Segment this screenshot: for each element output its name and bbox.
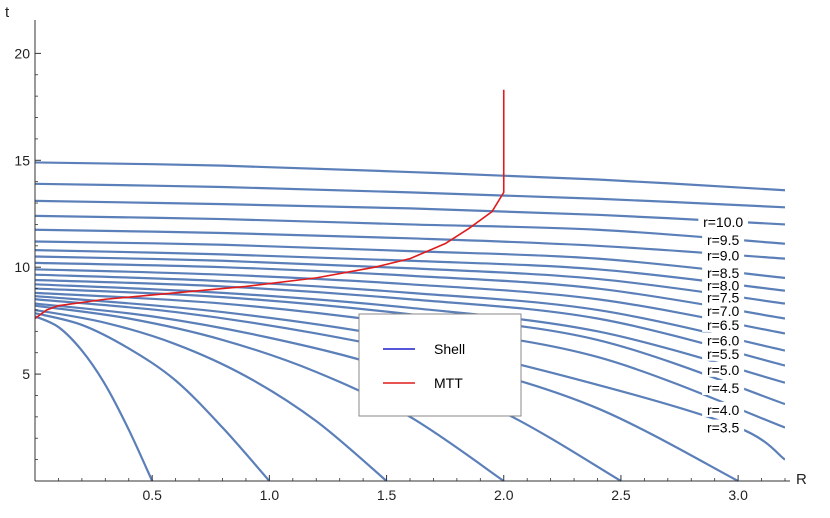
shell-label: r=9.5 bbox=[707, 232, 740, 248]
shell-curve-r-11 bbox=[35, 161, 785, 192]
y-tick-label: 20 bbox=[14, 45, 30, 61]
axes: 0.5 1.0 1.5 2.0 2.5 3.0 5 10 15 20 Rt bbox=[5, 4, 807, 503]
x-tick-label: 1.0 bbox=[260, 487, 280, 503]
shell-curve-r-7 bbox=[35, 261, 785, 320]
shell-curve-r-2-5 bbox=[35, 302, 622, 482]
y-tick-label: 10 bbox=[14, 259, 30, 275]
x-tick-label: 2.5 bbox=[611, 487, 631, 503]
shell-curve-r-10 bbox=[35, 199, 785, 226]
shell-label-bg bbox=[702, 265, 745, 281]
shell-curve-r-8-5 bbox=[35, 240, 785, 279]
shell-label: r=3.5 bbox=[707, 420, 740, 436]
shell-curve-r-6 bbox=[35, 273, 785, 352]
shell-label: r=5.0 bbox=[707, 362, 740, 378]
shell-curve-r-2 bbox=[35, 304, 505, 482]
y-axis-label: t bbox=[5, 4, 10, 21]
shell-label-bg bbox=[702, 419, 745, 435]
shell-curve-r-10-5 bbox=[35, 182, 785, 209]
x-tick-label: 1.5 bbox=[377, 487, 397, 503]
shell-label: r=8.5 bbox=[707, 265, 740, 281]
shell-label: r=7.5 bbox=[707, 289, 740, 305]
shell-label-bg bbox=[702, 289, 745, 305]
shell-label-bg bbox=[702, 277, 745, 293]
shell-label: r=4.0 bbox=[707, 402, 740, 418]
shell-label: r=10.0 bbox=[703, 214, 743, 230]
shell-label: r=7.0 bbox=[707, 303, 740, 319]
y-tick-label: 5 bbox=[22, 366, 30, 382]
shell-label-bg bbox=[702, 361, 745, 377]
legend-box bbox=[358, 313, 522, 417]
shell-label: r=5.5 bbox=[707, 346, 740, 362]
shell-label: r=4.5 bbox=[707, 380, 740, 396]
shell-curve-r-1 bbox=[35, 312, 271, 482]
shell-curve-r-7-5 bbox=[35, 255, 785, 305]
shell-label-bg bbox=[702, 303, 745, 319]
shell-curve-r-5-5 bbox=[35, 278, 785, 367]
shell-curve-r-5 bbox=[35, 283, 785, 384]
shell-label: r=6.5 bbox=[707, 317, 740, 333]
x-tick-label: 0.5 bbox=[142, 487, 162, 503]
shell-curve-r-9-5 bbox=[35, 214, 785, 245]
shell-label-bg bbox=[702, 316, 745, 332]
shell-curve-r-9 bbox=[35, 228, 785, 260]
x-tick-label: 2.0 bbox=[494, 487, 514, 503]
shell-label: r=8.0 bbox=[707, 277, 740, 293]
x-tick-label: 3.0 bbox=[728, 487, 748, 503]
shell-curve-r-6-5 bbox=[35, 268, 785, 335]
mtt-curve bbox=[34, 89, 505, 320]
shell-curve-r-1-5 bbox=[35, 308, 388, 482]
shell-label-bg bbox=[702, 401, 745, 417]
shell-labels: r=3.5 r=4.0 r=4.5 r=5.0r=5.5r=6.0r=6.5r=7.0… bbox=[698, 214, 748, 436]
legend-label: MTT bbox=[434, 375, 463, 391]
shell-label-bg bbox=[702, 232, 745, 248]
legend: Shell MTT bbox=[358, 313, 522, 417]
shell-label-bg bbox=[702, 379, 745, 395]
shell-label-bg bbox=[698, 214, 748, 230]
shell-label-bg bbox=[702, 332, 745, 348]
shell-label-bg bbox=[702, 345, 745, 361]
legend-label: Shell bbox=[434, 341, 465, 357]
y-tick-label: 15 bbox=[14, 152, 30, 168]
x-axis-label: R bbox=[796, 471, 807, 488]
shell-label: r=6.0 bbox=[707, 332, 740, 348]
mtt-curve-group bbox=[34, 89, 505, 320]
shell-curve-r-0-5 bbox=[35, 315, 154, 482]
shell-label-bg bbox=[702, 247, 745, 263]
shell-label: r=9.0 bbox=[707, 247, 740, 263]
shell-curves bbox=[35, 161, 785, 482]
shell-curve-r-8 bbox=[35, 248, 785, 292]
